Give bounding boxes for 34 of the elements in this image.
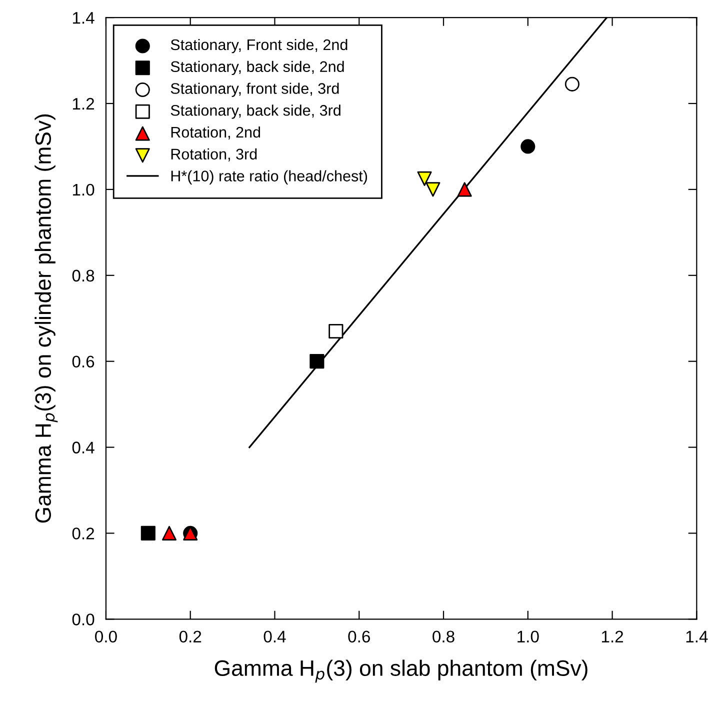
x-tick-label: 1.2 <box>602 630 624 642</box>
x-tick-label: 0.4 <box>264 630 286 643</box>
x-tick-label: 0.8 <box>432 630 454 643</box>
point <box>457 182 472 197</box>
point <box>310 354 324 369</box>
legend-label: Stationary, Front side, 2nd <box>170 38 348 54</box>
point <box>417 171 432 186</box>
legend-label: Stationary, back side, 2nd <box>170 60 344 76</box>
legend-label: Rotation, 3rd <box>171 148 257 162</box>
y-tick-label: 1.2 <box>72 98 94 110</box>
y-tick-label: 0.2 <box>72 528 94 540</box>
legend-label: Rotation, 2nd <box>171 126 260 140</box>
x-tick-label: 1.4 <box>686 630 708 642</box>
x-tick-label: 0.6 <box>348 630 370 643</box>
y-tick-label: 0.4 <box>72 442 94 454</box>
x-tick-label: 0.2 <box>179 630 202 643</box>
y-tick-label: 0.0 <box>72 614 94 626</box>
legend-label: H*(10) rate ratio (head/chest) <box>171 170 368 184</box>
point <box>140 526 156 541</box>
point <box>328 324 344 339</box>
y-tick-label: 0.6 <box>72 356 94 368</box>
point <box>520 139 536 154</box>
x-tick-label: 1.0 <box>518 630 539 643</box>
x-axis-title: Gamma H$_{p}$(3) on slab phantom (mSv) <box>214 660 588 683</box>
y-tick-label: 0.8 <box>72 270 94 282</box>
point <box>564 76 580 92</box>
point <box>162 526 177 541</box>
legend-label: Stationary, back side, 3rd <box>170 104 340 119</box>
x-tick-label: 0.0 <box>95 630 117 643</box>
point <box>426 182 440 197</box>
y-tick-label: 1.0 <box>72 184 94 196</box>
y-axis-title: Gamma H$_{p}$(3) on cylinder phantom (mSv) <box>34 114 58 523</box>
legend-label: Stationary, front side, 3rd <box>170 82 339 97</box>
y-tick-label: 1.4 <box>72 12 94 24</box>
